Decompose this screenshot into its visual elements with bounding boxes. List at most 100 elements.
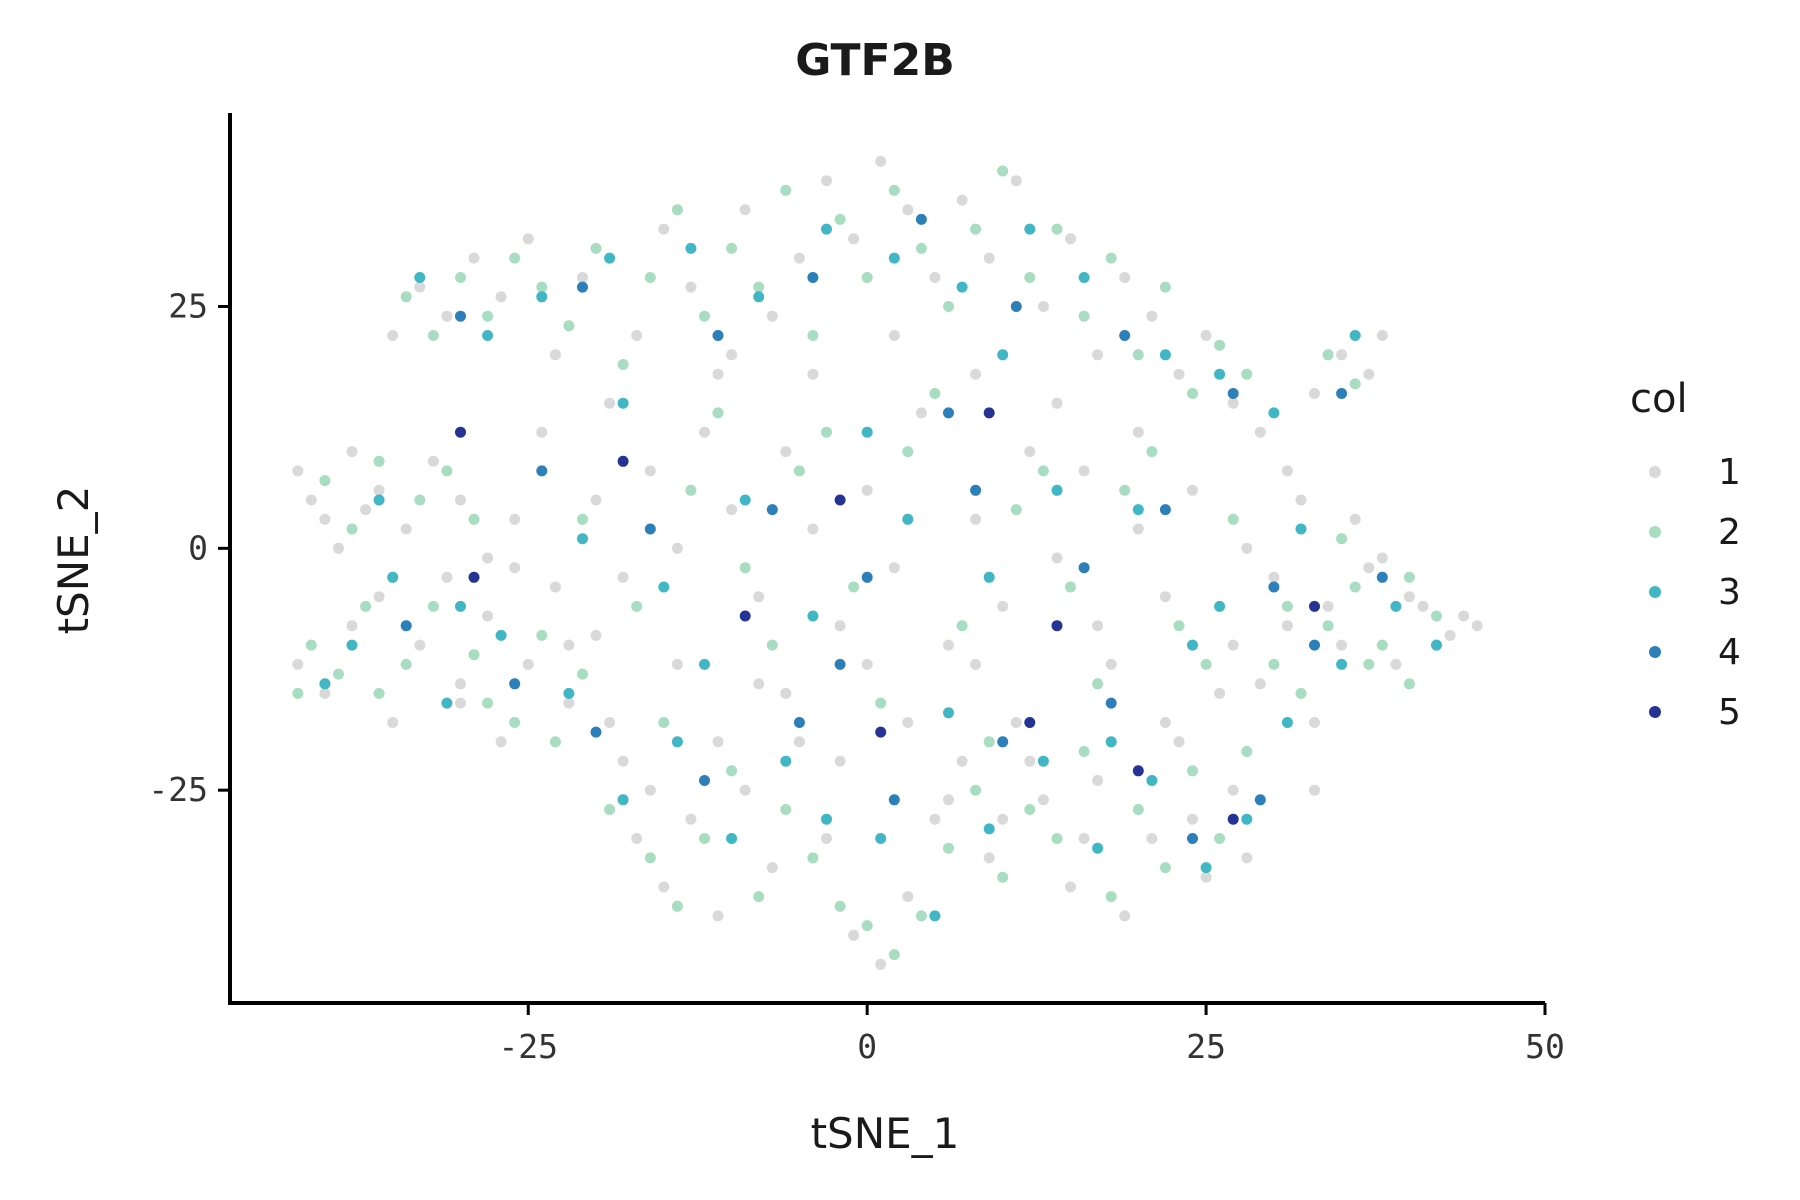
point-col-1: [1146, 833, 1158, 844]
point-col-1: [671, 658, 683, 670]
point-col-2: [333, 668, 344, 680]
point-col-1: [414, 281, 426, 293]
point-col-1: [1349, 513, 1361, 525]
point-col-1: [780, 687, 792, 699]
point-col-1: [1241, 542, 1253, 554]
x-tick-label: 0: [857, 1027, 877, 1066]
point-col-3: [658, 581, 670, 593]
point-col-1: [563, 639, 575, 651]
point-col-1: [766, 862, 778, 874]
point-col-5: [875, 726, 887, 738]
point-col-1: [671, 542, 683, 554]
point-col-2: [671, 900, 683, 912]
point-col-2: [1322, 620, 1334, 632]
point-col-1: [617, 571, 629, 583]
point-col-3: [346, 639, 358, 651]
point-col-1: [455, 697, 466, 709]
point-col-2: [970, 223, 982, 235]
point-col-2: [1173, 620, 1185, 632]
point-col-3: [1431, 639, 1442, 651]
point-col-2: [1363, 658, 1375, 670]
point-col-2: [861, 272, 873, 283]
point-col-2: [1431, 610, 1442, 622]
point-col-1: [983, 252, 995, 264]
point-col-1: [1173, 736, 1185, 748]
point-col-3: [1214, 368, 1226, 380]
point-col-3: [1214, 600, 1226, 612]
point-col-1: [1281, 620, 1293, 632]
point-col-1: [1132, 426, 1144, 438]
point-col-3: [617, 794, 629, 806]
point-col-2: [1146, 446, 1158, 458]
point-col-1: [1214, 687, 1226, 699]
point-col-2: [726, 765, 738, 777]
point-col-1: [373, 484, 385, 496]
point-col-1: [1037, 301, 1049, 312]
point-col-1: [915, 407, 927, 419]
point-col-3: [604, 252, 616, 264]
point-col-1: [1309, 784, 1320, 796]
point-col-3: [536, 291, 548, 303]
point-col-1: [631, 330, 643, 341]
point-col-1: [1403, 591, 1415, 603]
point-col-3: [888, 252, 900, 264]
point-col-2: [888, 949, 900, 961]
point-col-2: [861, 920, 873, 932]
point-col-1: [1037, 794, 1049, 806]
point-col-1: [455, 678, 466, 690]
point-col-2: [780, 184, 792, 196]
point-col-2: [915, 910, 927, 922]
point-col-1: [983, 852, 995, 864]
point-col-2: [563, 320, 575, 332]
point-col-3: [1187, 639, 1198, 651]
point-col-3: [563, 687, 575, 699]
point-col-1: [726, 504, 738, 516]
point-col-2: [793, 465, 805, 477]
point-col-5: [1227, 813, 1239, 825]
point-col-1: [685, 813, 697, 825]
point-col-4: [1336, 388, 1348, 399]
point-col-4: [577, 281, 588, 293]
point-col-2: [929, 388, 941, 399]
point-col-1: [1444, 629, 1456, 641]
point-col-1: [1078, 833, 1090, 844]
point-col-1: [387, 330, 399, 341]
point-col-3: [1268, 407, 1280, 419]
point-col-1: [1173, 368, 1185, 380]
point-col-1: [888, 562, 900, 574]
legend-label-3: 3: [1718, 572, 1741, 613]
legend-swatch-4: [1649, 646, 1661, 658]
point-col-2: [753, 281, 765, 293]
point-col-3: [902, 513, 914, 525]
point-col-1: [455, 494, 466, 506]
point-col-3: [671, 736, 683, 748]
legend-swatch-1: [1649, 466, 1661, 478]
point-col-1: [1268, 571, 1280, 583]
point-col-2: [1132, 804, 1144, 815]
point-col-1: [902, 717, 914, 728]
point-col-2: [1403, 678, 1415, 690]
legend-title: col: [1630, 376, 1688, 422]
point-col-2: [970, 784, 982, 796]
point-col-1: [1322, 600, 1334, 612]
point-col-4: [1119, 330, 1131, 341]
point-col-1: [997, 600, 1009, 612]
point-col-5: [468, 571, 480, 583]
point-col-2: [1065, 581, 1076, 593]
points-layer: [292, 155, 1483, 970]
point-col-2: [1200, 658, 1212, 670]
point-col-1: [1309, 388, 1320, 399]
point-col-1: [1159, 591, 1171, 603]
point-col-1: [495, 291, 507, 303]
point-col-1: [739, 784, 751, 796]
point-col-1: [495, 736, 507, 748]
point-col-5: [455, 426, 466, 438]
point-col-2: [509, 252, 521, 264]
point-col-4: [807, 272, 819, 283]
point-col-1: [1132, 523, 1144, 535]
point-col-1: [1065, 881, 1076, 893]
y-tick-label: -25: [148, 770, 208, 809]
point-col-1: [902, 204, 914, 216]
point-col-3: [1336, 658, 1348, 670]
